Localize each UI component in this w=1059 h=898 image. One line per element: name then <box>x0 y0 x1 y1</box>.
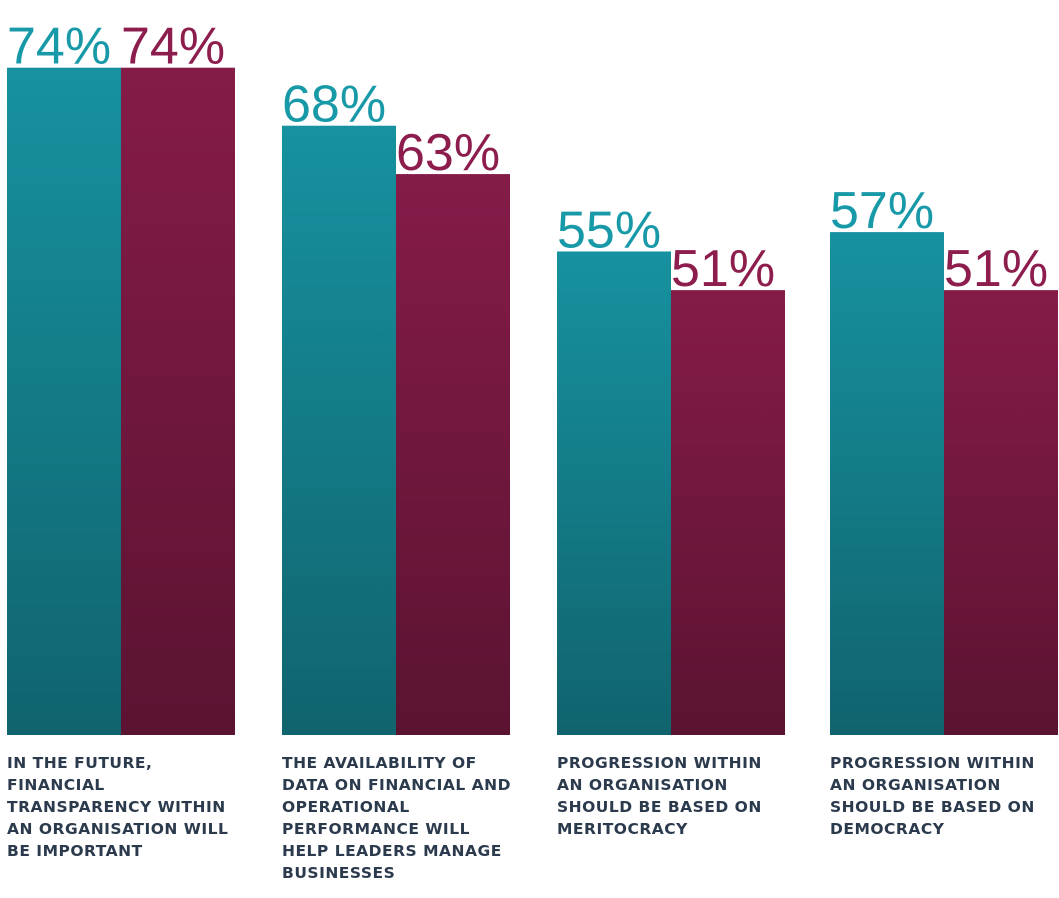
bar-shade <box>396 174 510 735</box>
value-label: 63% <box>396 124 500 182</box>
bar-shade <box>830 232 944 735</box>
value-label: 74% <box>121 18 225 76</box>
category-label: THE AVAILABILITY OF DATA ON FINANCIAL AN… <box>282 754 512 882</box>
value-label: 57% <box>830 182 934 240</box>
bar-shade <box>944 290 1058 735</box>
category-label: PROGRESSION WITHIN AN ORGANISATION SHOUL… <box>557 754 762 838</box>
bar-shade <box>121 67 235 735</box>
value-label: 68% <box>282 76 386 134</box>
bar-shade <box>7 67 121 735</box>
bar-shade <box>671 290 785 735</box>
value-label: 51% <box>671 240 775 298</box>
category-label: IN THE FUTURE, FINANCIAL TRANSPARENCY WI… <box>7 754 229 860</box>
value-label: 55% <box>557 201 661 259</box>
bar-shade <box>557 251 671 735</box>
bar-shade <box>282 125 396 735</box>
category-label: PROGRESSION WITHIN AN ORGANISATION SHOUL… <box>830 754 1035 838</box>
value-label: 74% <box>7 18 111 76</box>
value-label: 51% <box>944 240 1048 298</box>
